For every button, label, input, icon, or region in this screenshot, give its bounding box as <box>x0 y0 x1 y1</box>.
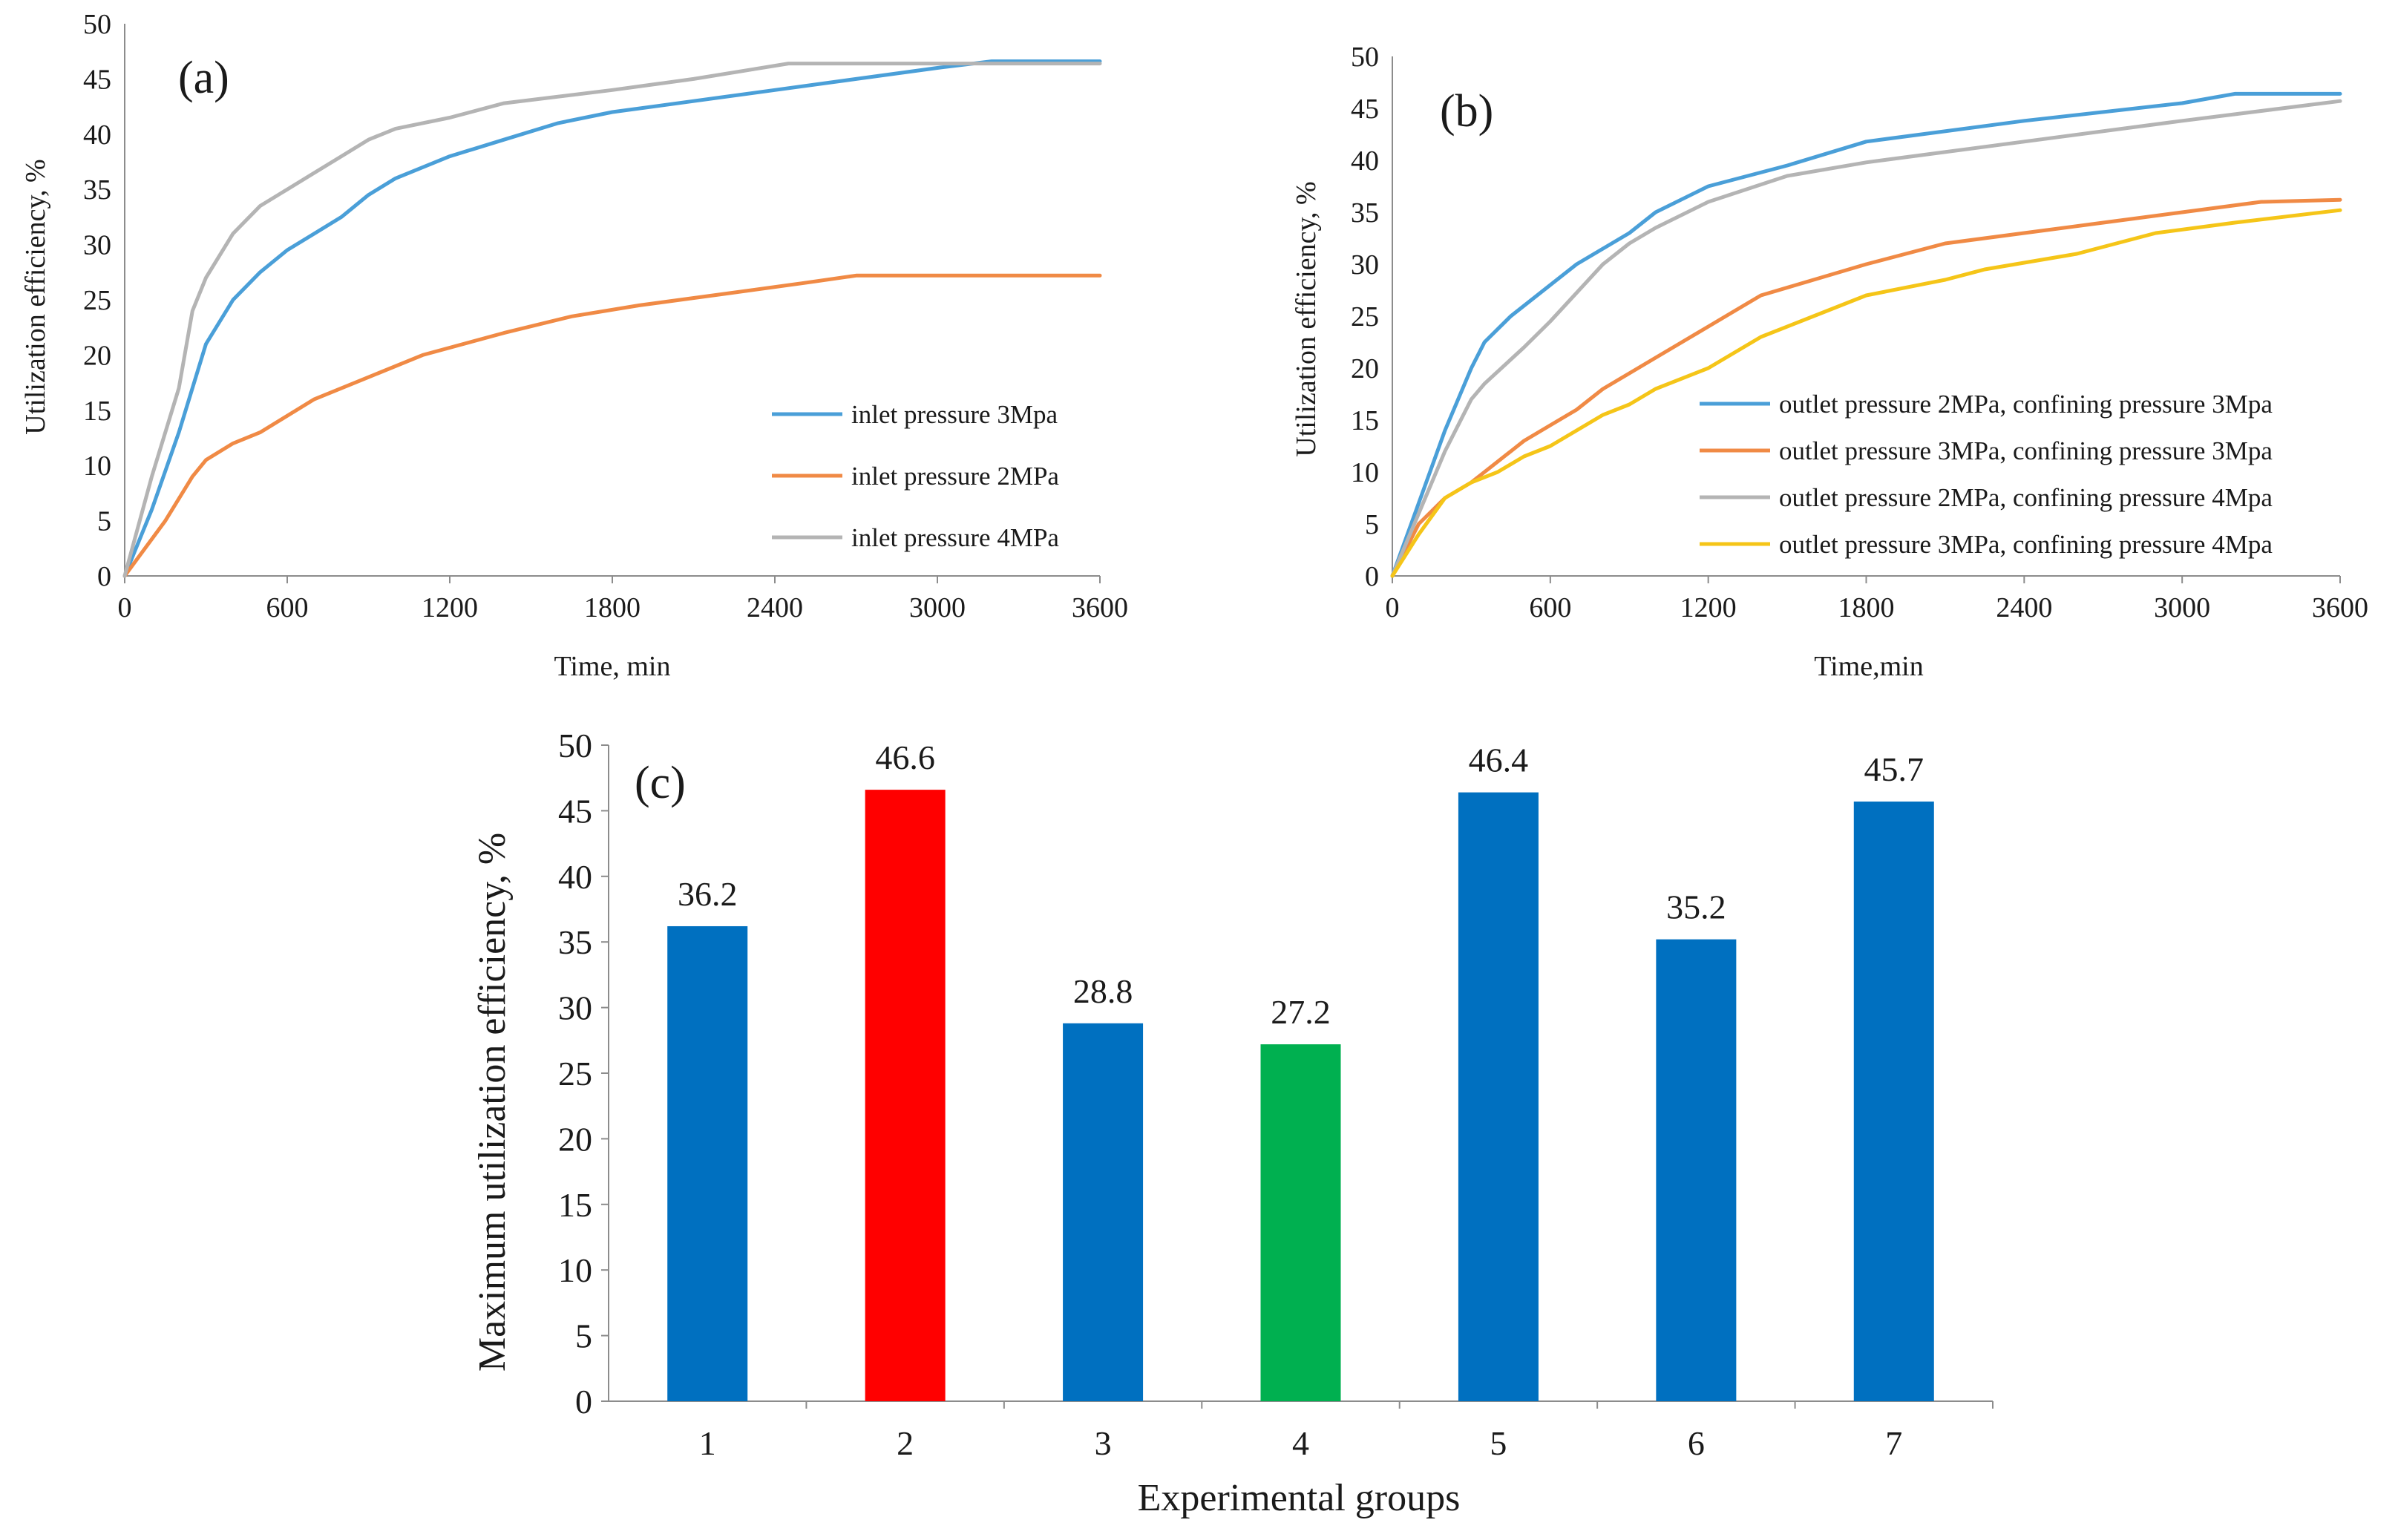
panel-a-y-tick-label: 0 <box>97 561 111 592</box>
panel-b-line-chart: (b) Utilization efficiency, % Time,min 0… <box>1291 42 2368 682</box>
panel-b-y-tick-label: 20 <box>1351 353 1379 384</box>
panel-a-x-tick-label: 0 <box>118 592 132 623</box>
panel-a-x-tick-label: 3000 <box>909 592 966 623</box>
panel-c-bar-6 <box>1656 939 1737 1401</box>
panel-c-y-tick-label: 25 <box>558 1055 592 1092</box>
panel-c-bar-1 <box>667 925 748 1401</box>
panel-a-x-axis-label: Time, min <box>554 651 671 682</box>
panel-c-bar-3 <box>1063 1023 1144 1401</box>
panel-a-y-tick-label: 45 <box>83 64 111 95</box>
panel-c-bar-2 <box>865 790 946 1401</box>
panel-a-series-line-2 <box>122 273 1102 578</box>
panel-c-value-label-3: 28.8 <box>1073 972 1133 1010</box>
panel-c-label: (c) <box>635 758 686 808</box>
panel-a-x-tick-label: 1200 <box>422 592 478 623</box>
panel-c-bar-5 <box>1458 792 1539 1401</box>
panel-c-value-label-6: 35.2 <box>1666 888 1726 926</box>
panel-b-label: (b) <box>1440 86 1493 137</box>
panel-c-value-label-5: 46.4 <box>1469 741 1529 779</box>
panel-c-category-label-7: 7 <box>1885 1424 1902 1462</box>
panel-b-y-tick-label: 25 <box>1351 301 1379 332</box>
panel-a-x-tick-label: 3600 <box>1072 592 1128 623</box>
panel-c-y-tick-label: 40 <box>558 858 592 896</box>
panel-c-y-tick-label: 15 <box>558 1186 592 1224</box>
panel-b-x-tick-label: 2400 <box>1996 592 2052 623</box>
panel-c-category-label-2: 2 <box>897 1424 914 1462</box>
panel-a-y-tick-label: 50 <box>83 9 111 40</box>
panel-b-x-tick-label: 1800 <box>1838 592 1895 623</box>
panel-a-y-tick-label: 40 <box>83 119 111 151</box>
panel-c-value-label-2: 46.6 <box>875 738 935 776</box>
panel-b-legend-label-4: outlet pressure 3MPa, confining pressure… <box>1779 530 2273 559</box>
panel-b-y-tick-label: 10 <box>1351 457 1379 488</box>
panel-a-label: (a) <box>178 53 229 103</box>
panel-a-legend-label-1: inlet pressure 3Mpa <box>851 400 1058 429</box>
panel-c-value-label-7: 45.7 <box>1864 750 1924 788</box>
panel-b-series-line-1 <box>1390 91 2342 578</box>
panel-c-bar-chart: (c) Maximum utilization efficiency, % Ex… <box>471 727 1994 1519</box>
panel-c-value-label-1: 36.2 <box>678 875 738 913</box>
panel-c-y-axis-label: Maximum utilization efficiency, % <box>471 833 514 1372</box>
panel-b-y-tick-label: 15 <box>1351 405 1379 436</box>
panel-a-series-line-1 <box>122 59 1102 578</box>
panel-b-series-line-3 <box>1390 99 2342 578</box>
panel-a-x-tick-label: 1800 <box>584 592 641 623</box>
panel-b-x-tick-label: 600 <box>1529 592 1571 623</box>
panel-a-y-tick-label: 15 <box>83 396 111 427</box>
panel-b-series-line-2 <box>1390 197 2342 578</box>
panel-c-y-tick-label: 20 <box>558 1120 592 1158</box>
panel-c-x-axis-label: Experimental groups <box>1138 1477 1461 1519</box>
panel-a-y-tick-label: 5 <box>97 506 111 537</box>
panel-b-y-tick-label: 0 <box>1365 561 1379 592</box>
panel-a-y-axis-label: Utilization efficiency, % <box>20 159 51 434</box>
panel-b-legend-label-1: outlet pressure 2MPa, confining pressure… <box>1779 390 2273 419</box>
panel-a-y-tick-label: 10 <box>83 450 111 482</box>
panel-b-x-axis-label: Time,min <box>1814 651 1923 682</box>
panel-a-series-line-3 <box>122 62 1102 578</box>
panel-c-y-tick-label: 50 <box>558 727 592 764</box>
panel-b-x-tick-label: 3000 <box>2154 592 2210 623</box>
panel-b-x-tick-label: 1200 <box>1680 592 1737 623</box>
panel-a-x-tick-label: 2400 <box>747 592 803 623</box>
panel-c-category-label-1: 1 <box>699 1424 716 1462</box>
panel-c-y-tick-label: 45 <box>558 792 592 830</box>
panel-c-y-tick-label: 0 <box>575 1383 592 1421</box>
panel-c-value-label-4: 27.2 <box>1271 993 1331 1031</box>
panel-b-y-axis-label: Utilization efficiency, % <box>1291 181 1322 456</box>
panel-b-y-tick-label: 35 <box>1351 197 1379 229</box>
panel-c-category-label-3: 3 <box>1095 1424 1112 1462</box>
panel-b-y-tick-label: 5 <box>1365 509 1379 540</box>
panel-b-legend-label-2: outlet pressure 3MPa, confining pressure… <box>1779 436 2273 465</box>
panel-c-category-label-4: 4 <box>1292 1424 1309 1462</box>
panel-b-series-line-4 <box>1390 208 2342 578</box>
panel-a-y-tick-label: 35 <box>83 174 111 206</box>
panel-c-category-label-5: 5 <box>1490 1424 1507 1462</box>
panel-b-y-tick-label: 45 <box>1351 94 1379 125</box>
panel-a-legend-label-2: inlet pressure 2MPa <box>851 462 1059 491</box>
panel-b-legend-label-3: outlet pressure 2MPa, confining pressure… <box>1779 483 2273 512</box>
panel-a-y-tick-label: 25 <box>83 285 111 316</box>
panel-c-y-tick-label: 10 <box>558 1251 592 1289</box>
panel-b-x-tick-label: 3600 <box>2312 592 2368 623</box>
panel-a-y-tick-label: 30 <box>83 230 111 261</box>
panel-a-line-chart: (a) Utilization efficiency, % Time, min … <box>20 9 1128 682</box>
panel-b-x-tick-label: 0 <box>1386 592 1400 623</box>
panel-c-y-tick-label: 35 <box>558 923 592 961</box>
panel-a-x-tick-label: 600 <box>266 592 309 623</box>
panel-c-y-tick-label: 5 <box>575 1317 592 1355</box>
panel-b-y-tick-label: 30 <box>1351 249 1379 281</box>
panel-c-bar-4 <box>1260 1044 1341 1401</box>
panel-a-legend-label-3: inlet pressure 4MPa <box>851 523 1059 552</box>
panel-b-y-tick-label: 50 <box>1351 42 1379 73</box>
panel-c-y-tick-label: 30 <box>558 989 592 1027</box>
panel-a-y-tick-label: 20 <box>83 340 111 371</box>
panel-c-category-label-6: 6 <box>1688 1424 1705 1462</box>
panel-c-bar-7 <box>1853 802 1934 1401</box>
panel-b-y-tick-label: 40 <box>1351 145 1379 177</box>
